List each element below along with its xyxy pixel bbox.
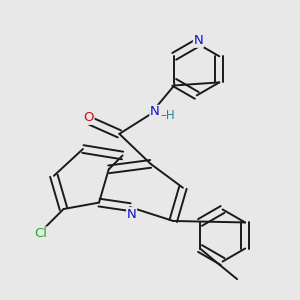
Text: N: N — [194, 34, 203, 47]
Text: –H: –H — [160, 109, 175, 122]
Text: N: N — [127, 208, 136, 221]
Text: O: O — [83, 111, 94, 124]
Text: Cl: Cl — [34, 227, 47, 240]
Text: N: N — [150, 105, 160, 119]
